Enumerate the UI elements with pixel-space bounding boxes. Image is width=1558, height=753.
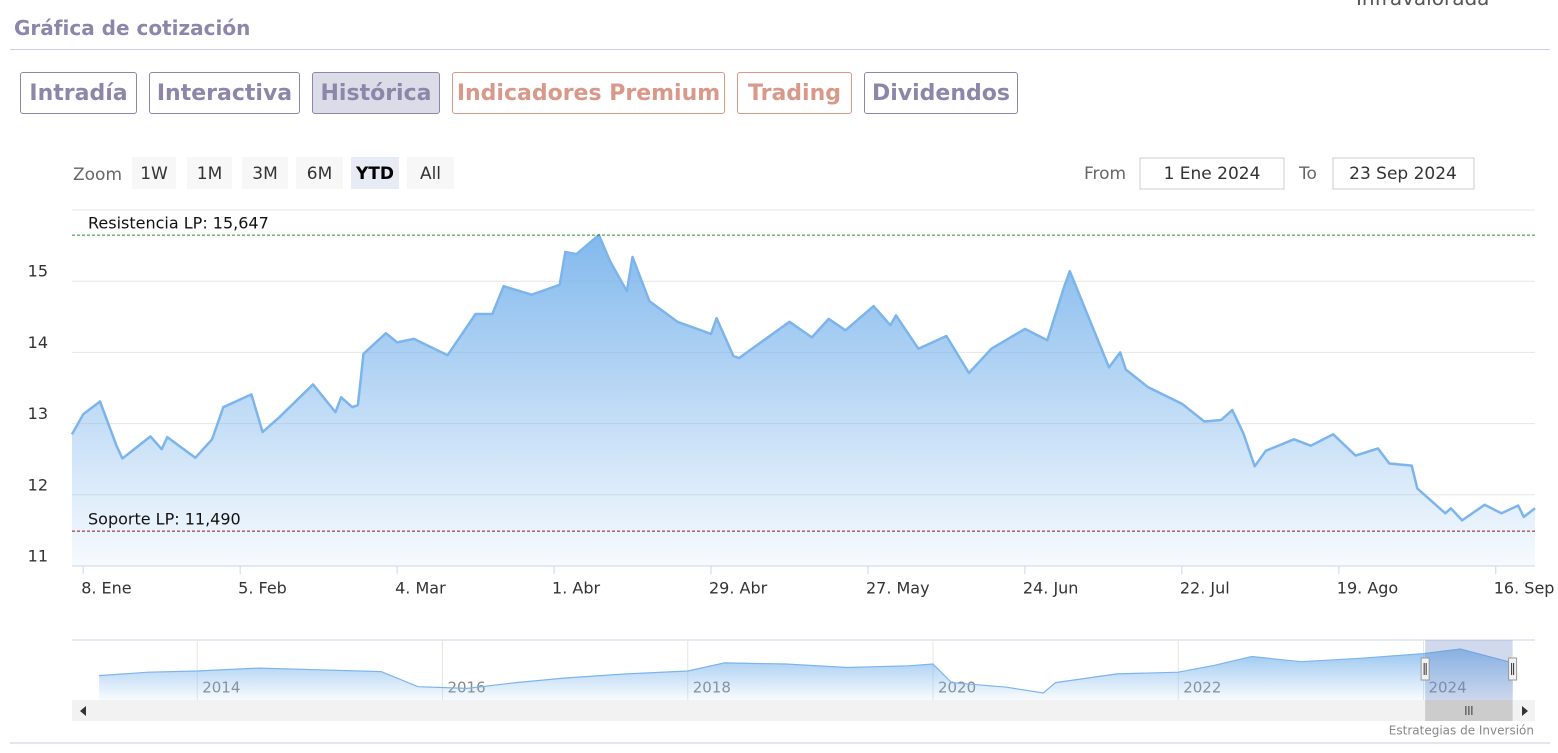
y-tick-label: 13 <box>28 404 48 423</box>
scroll-left[interactable] <box>80 706 86 716</box>
zoom-button[interactable] <box>187 157 232 189</box>
scrollbar-track[interactable] <box>72 700 1535 721</box>
x-tick-label: 24. Jun <box>1023 579 1079 598</box>
scroll-right[interactable] <box>1522 706 1528 716</box>
x-tick-label: 1. Abr <box>552 579 600 598</box>
zoom-button-label: YTD <box>355 164 394 184</box>
from-input[interactable] <box>1139 157 1285 190</box>
section-title: Gráfica de cotización <box>14 16 251 40</box>
zoom-button[interactable] <box>351 157 399 189</box>
zoom-button-label: 3M <box>252 164 277 184</box>
x-tick-label: 22. Jul <box>1180 579 1230 598</box>
tab[interactable]: Dividendos <box>864 72 1018 114</box>
x-tick-label: 5. Feb <box>238 579 287 598</box>
price-line <box>70 233 1536 522</box>
navigator-area <box>99 649 1514 700</box>
x-tick-label: 19. Ago <box>1337 579 1398 598</box>
from-label: From <box>1084 164 1126 184</box>
navigator-handle[interactable] <box>1508 657 1518 681</box>
zoom-button[interactable] <box>132 157 176 189</box>
y-tick-label: 11 <box>28 547 48 566</box>
tab[interactable]: Histórica <box>312 72 440 114</box>
zoom-button-label: All <box>420 164 441 184</box>
y-tick-label: 14 <box>28 333 48 352</box>
tab[interactable]: Interactiva <box>149 72 300 114</box>
navigator-selection[interactable] <box>1425 640 1513 700</box>
zoom-button[interactable] <box>407 157 454 189</box>
area-fill <box>72 234 1535 566</box>
tab[interactable]: Intradía <box>20 72 137 114</box>
navigator-line <box>99 648 1514 694</box>
from-value: 1 Ene 2024 <box>1164 164 1261 184</box>
credits: Estrategias de Inversión <box>1389 724 1534 738</box>
zoom-button-label: 1M <box>197 164 222 184</box>
to-input[interactable] <box>1332 157 1475 190</box>
y-tick-label: 12 <box>28 475 48 494</box>
x-tick-label: 29. Abr <box>709 579 768 598</box>
y-tick-label: 15 <box>28 262 48 281</box>
x-tick-label: 4. Mar <box>395 579 446 598</box>
plot-line-label: Soporte LP: 11,490 <box>88 510 241 529</box>
tab[interactable]: Trading <box>737 72 852 114</box>
navigator-handle[interactable] <box>1420 657 1430 681</box>
zoom-button[interactable] <box>296 157 343 189</box>
plot-line-label: Resistencia LP: 15,647 <box>88 214 269 233</box>
to-label: To <box>1298 164 1317 184</box>
tab[interactable]: Indicadores Premium <box>452 72 725 114</box>
zoom-button[interactable] <box>242 157 288 189</box>
x-tick-label: 8. Ene <box>81 579 131 598</box>
x-tick-label: 16. Sep <box>1494 579 1555 598</box>
x-tick-label: 27. May <box>866 579 930 598</box>
divider <box>10 49 1550 50</box>
valuation-label: Infravalorada <box>1356 0 1489 10</box>
to-value: 23 Sep 2024 <box>1349 164 1457 184</box>
zoom-button-label: 1W <box>140 164 168 184</box>
zoom-label: Zoom <box>73 165 122 185</box>
zoom-button-label: 6M <box>307 164 332 184</box>
